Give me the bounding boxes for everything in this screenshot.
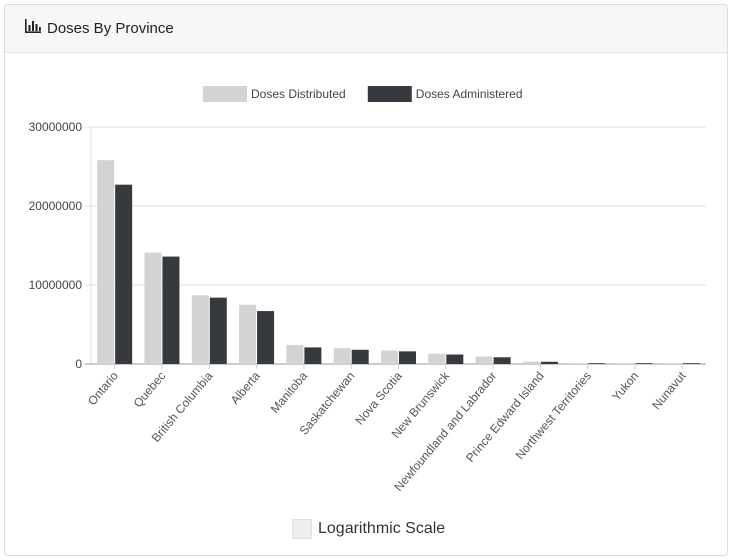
bar-distributed [191, 295, 209, 364]
bar-administered [115, 184, 133, 364]
legend-label: Doses Distributed [251, 87, 346, 101]
bar-administered [682, 363, 700, 364]
y-tick-label: 10000000 [29, 278, 83, 292]
card-title: Doses By Province [47, 20, 174, 37]
bar-distributed [475, 356, 493, 364]
legend-label: Doses Administered [416, 87, 523, 101]
x-tick-label: Quebec [131, 369, 169, 410]
x-tick-label: Nunavut [649, 368, 689, 412]
bar-distributed [617, 363, 635, 364]
bar-administered [209, 297, 227, 364]
log-scale-label: Logarithmic Scale [318, 520, 446, 537]
bar-administered [257, 311, 275, 364]
bar-administered [351, 349, 369, 364]
chart-area: 0 10000000 20000000 30000000 Ontario Quebec Br… [5, 53, 729, 503]
bar-distributed [522, 361, 540, 364]
bar-distributed [428, 353, 446, 364]
legend-swatch [367, 86, 412, 102]
legend-swatch [203, 86, 247, 102]
card-header: Doses By Province [5, 5, 727, 53]
bar-administered [588, 363, 606, 364]
bar-distributed [381, 350, 398, 364]
bar-chart-icon [25, 19, 41, 38]
x-tick-label: Alberta [228, 369, 263, 407]
bar-administered [304, 347, 322, 364]
bar-distributed [570, 363, 588, 364]
bar-administered [446, 354, 464, 364]
x-tick-label: Yukon [609, 369, 641, 404]
doses-card: Doses By Province 0 10000000 20000000 30000… [4, 4, 728, 556]
bar-distributed [286, 345, 304, 364]
x-tick-label: Manitoba [268, 369, 311, 416]
y-tick-label: 30000000 [29, 120, 83, 134]
bar-administered [493, 357, 511, 364]
bar-administered [540, 361, 558, 364]
y-tick-label: 0 [75, 357, 82, 371]
log-scale-checkbox[interactable] [292, 519, 312, 539]
bar-distributed [664, 363, 682, 364]
bar-administered [162, 256, 180, 364]
x-tick-label: Nova Scotia [352, 369, 405, 428]
bar-administered [635, 363, 653, 364]
bar-distributed [97, 160, 115, 364]
log-scale-toggle[interactable]: Logarithmic Scale [292, 519, 445, 539]
x-tick-label: Ontario [85, 369, 121, 408]
bar-distributed [144, 252, 162, 364]
y-tick-label: 20000000 [29, 199, 83, 213]
bar-administered [399, 351, 416, 364]
bar-distributed [239, 304, 257, 364]
bar-distributed [333, 348, 351, 364]
